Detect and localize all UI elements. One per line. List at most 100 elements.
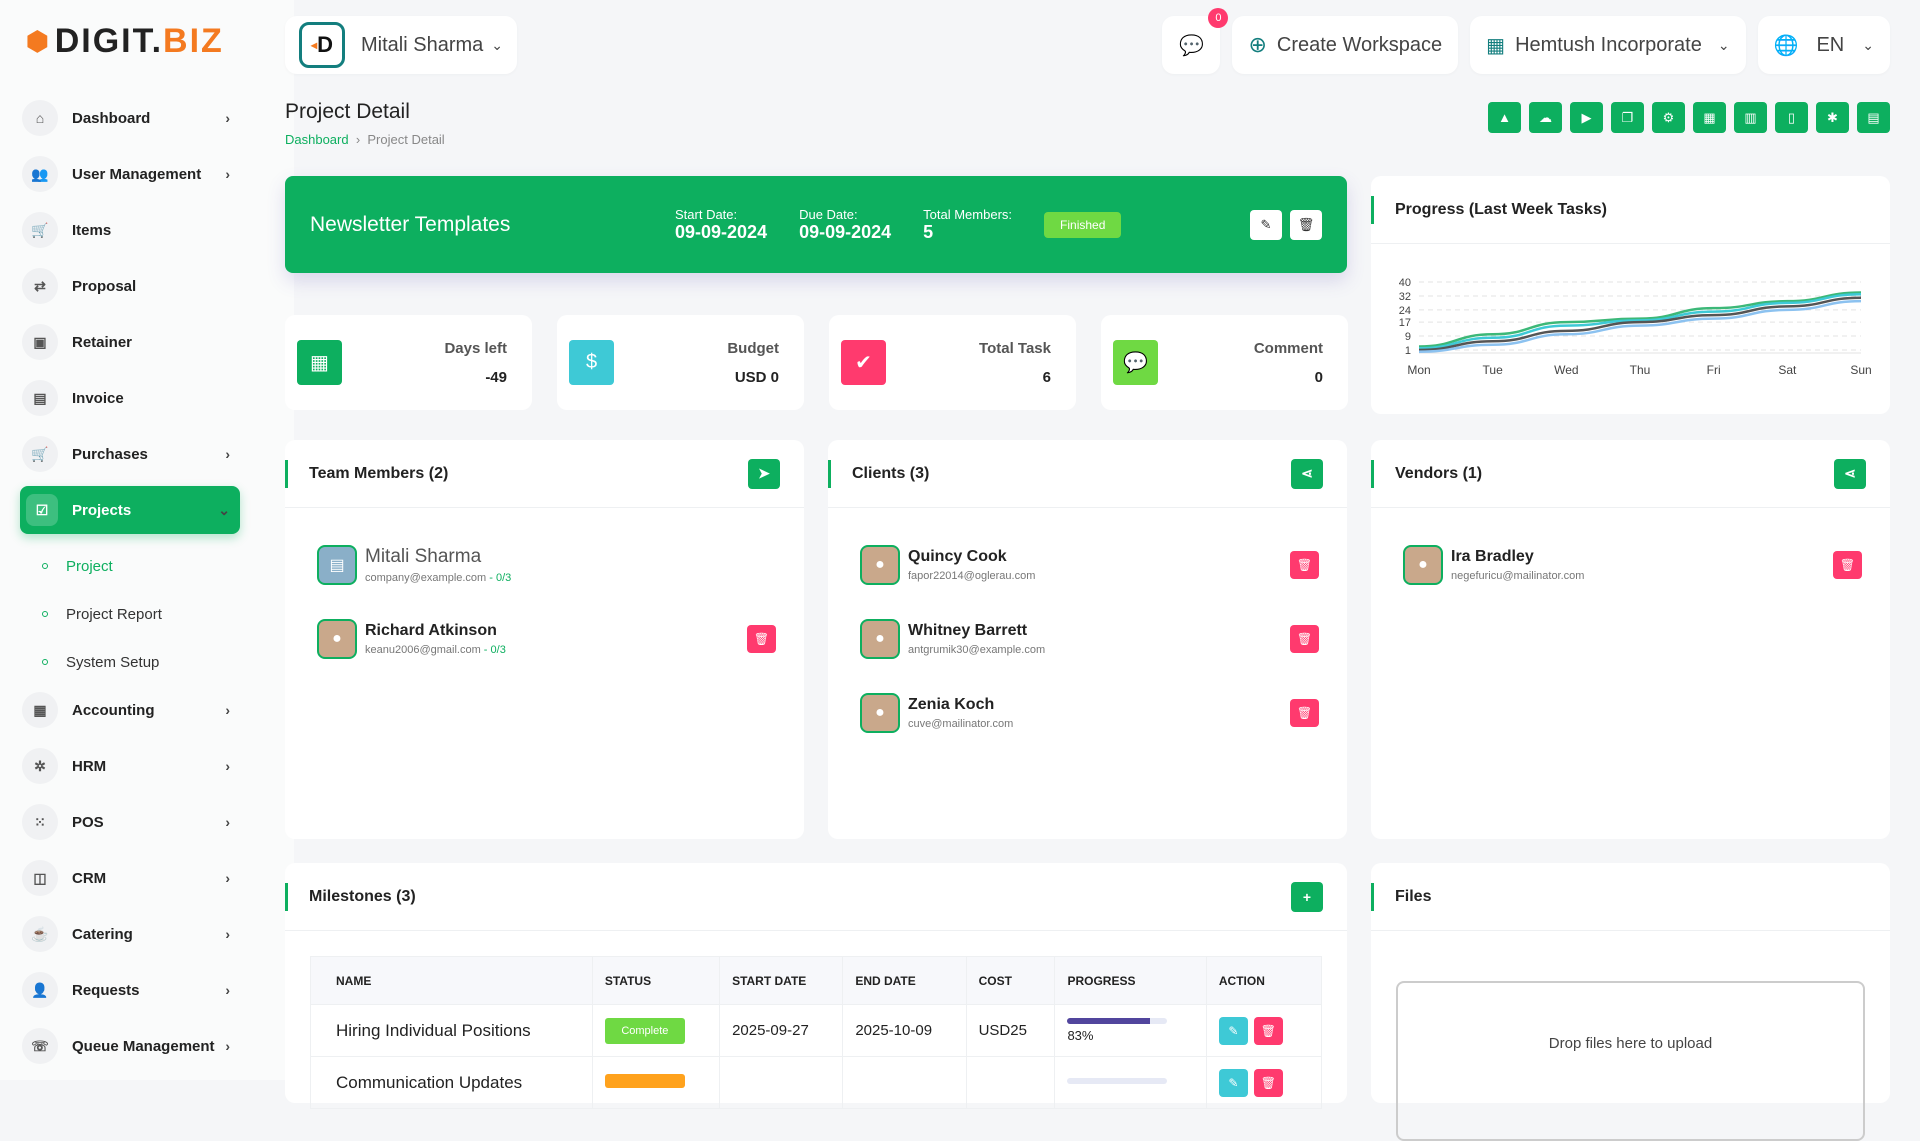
avatar: ● [860, 619, 900, 659]
x-tick-label: Fri [1707, 363, 1721, 377]
table-header: NAME STATUS START DATE END DATE COST PROGRESS… [310, 956, 1323, 1005]
onedrive-icon: ☁ [1539, 109, 1552, 125]
chevron-right-icon: › [225, 702, 230, 718]
plus-circle-icon: ⊕ [1248, 32, 1267, 57]
project-toolbar: ▲ ☁ ▶ ❐ ⚙ ▦ ▥ ▯ ✱ ▤ [1488, 102, 1890, 133]
invite-member-button[interactable]: ➤ [748, 458, 780, 489]
y-tick-label: 17 [1399, 317, 1411, 329]
sidebar-item-user-management[interactable]: 👥 User Management › [20, 150, 240, 198]
chevron-right-icon: › [225, 982, 230, 998]
sidebar-item-proposal[interactable]: ⇄ Proposal [20, 262, 240, 310]
chevron-right-icon: › [225, 814, 230, 830]
sidebar-item-items[interactable]: 🛒 Items [20, 206, 240, 254]
report-icon: ▤ [1867, 109, 1880, 125]
series-line-3 [1418, 299, 1862, 353]
column-header[interactable]: PROGRESS [1054, 956, 1207, 1005]
trash-icon: 🗑 [1296, 632, 1313, 646]
logo-mark-icon: ⬢ [26, 26, 51, 56]
delete-button[interactable]: 🗑 [747, 625, 776, 653]
file-dropzone[interactable]: Drop files here to upload [1396, 981, 1865, 1141]
copy-button[interactable]: ❐ [1611, 102, 1644, 133]
table-row[interactable]: Hiring Individual Positions Complete 2025-… [310, 1004, 1323, 1057]
sidebar-item-invoice[interactable]: ▤ Invoice [20, 374, 240, 422]
sidebar-item-accounting[interactable]: ▦ Accounting › [20, 686, 240, 734]
milestones-table: NAME STATUS START DATE END DATE COST PROGRESS… [310, 956, 1323, 1109]
sidebar-item-retainer[interactable]: ▣ Retainer [20, 318, 240, 366]
sidebar-item-projects[interactable]: ☑ Projects ⌄ [20, 486, 240, 534]
calendar-icon: ▦ [1703, 109, 1716, 125]
column-header[interactable]: ACTION [1205, 956, 1323, 1005]
sidebar-item-crm[interactable]: ◫ CRM › [20, 854, 240, 902]
messages-button[interactable]: 💬 0 [1162, 8, 1229, 74]
files-card: Files Drop files here to upload [1371, 863, 1890, 1141]
kanban-button[interactable]: ▯ [1775, 102, 1808, 133]
calendar-button[interactable]: ▦ [1693, 102, 1726, 133]
column-header[interactable]: START DATE [719, 956, 844, 1005]
delete-button[interactable]: 🗑 [1290, 551, 1319, 579]
chevron-down-icon: ⌄ [1717, 36, 1730, 53]
share-icon: ⋖ [1301, 465, 1313, 481]
column-header[interactable]: NAME [310, 956, 593, 1005]
bullet-icon [42, 611, 48, 617]
settings-button[interactable]: ⚙ [1652, 102, 1685, 133]
sidebar-item-requests[interactable]: 👤 Requests › [20, 966, 240, 1014]
proposal-icon: ⇄ [22, 268, 58, 304]
avatar: ● [1403, 545, 1443, 585]
progress-card: Progress (Last Week Tasks) 1 9 17 24 32 40 Mon… [1371, 176, 1890, 414]
column-header[interactable]: END DATE [842, 956, 967, 1005]
column-header[interactable]: STATUS [591, 956, 721, 1005]
chat-icon: 💬 [1179, 34, 1204, 57]
edit-milestone-button[interactable]: ✎ [1218, 1068, 1248, 1097]
share-vendors-button[interactable]: ⋖ [1834, 458, 1866, 489]
series-line-2 [1418, 296, 1862, 352]
sidebar-subitem-project-report[interactable]: Project Report [20, 590, 240, 638]
report-button[interactable]: ▤ [1857, 102, 1890, 133]
status-badge: Complete [604, 1017, 685, 1044]
onedrive-button[interactable]: ☁ [1529, 102, 1562, 133]
y-tick-label: 9 [1405, 331, 1411, 343]
column-header[interactable]: COST [965, 956, 1056, 1005]
workspace-switcher[interactable]: ◂ D Mitali Sharma ⌄ [285, 16, 517, 74]
logo[interactable]: ⬢ DIGIT. BIZ [26, 22, 224, 60]
sidebar-item-pos[interactable]: ⁙ POS › [20, 798, 240, 846]
video-button[interactable]: ▶ [1570, 102, 1603, 133]
status-badge [604, 1073, 685, 1088]
share-clients-button[interactable]: ⋖ [1291, 458, 1323, 489]
breadcrumb-dashboard[interactable]: Dashboard [285, 132, 349, 147]
project-name: Newsletter Templates [310, 212, 511, 236]
sidebar-nav: ⌂ Dashboard › 👥 User Management › 🛒 Items ⇄ Propo… [20, 94, 240, 1078]
chart-button[interactable]: ▥ [1734, 102, 1767, 133]
delete-milestone-button[interactable]: 🗑 [1253, 1016, 1283, 1045]
x-tick-label: Wed [1554, 363, 1578, 377]
edit-project-button[interactable]: ✎ [1250, 209, 1282, 240]
team-members-card: Team Members (2) ➤ ▤ Mitali Sharma company@… [285, 440, 804, 839]
retainer-icon: ▣ [22, 324, 58, 360]
delete-button[interactable]: 🗑 [1290, 625, 1319, 653]
bug-button[interactable]: ✱ [1816, 102, 1849, 133]
edit-milestone-button[interactable]: ✎ [1218, 1016, 1248, 1045]
sidebar-item-hrm[interactable]: ✲ HRM › [20, 742, 240, 790]
calendar-icon: ▦ [297, 340, 342, 385]
company-switcher[interactable]: ▦ Hemtush Incorporate ⌄ [1470, 16, 1746, 74]
sidebar-item-purchases[interactable]: 🛒 Purchases › [20, 430, 240, 478]
google-drive-button[interactable]: ▲ [1488, 102, 1521, 133]
delete-milestone-button[interactable]: 🗑 [1253, 1068, 1283, 1097]
table-row[interactable]: Communication Updates ✎ 🗑 [310, 1056, 1323, 1109]
delete-button[interactable]: 🗑 [1290, 699, 1319, 727]
sidebar-subitem-project[interactable]: Project [20, 542, 240, 590]
sidebar-item-dashboard[interactable]: ⌂ Dashboard › [20, 94, 240, 142]
sidebar-item-catering[interactable]: ☕ Catering › [20, 910, 240, 958]
stat-card-days-left: ▦ Days left -49 [285, 315, 532, 410]
x-tick-label: Mon [1407, 363, 1430, 377]
stat-card-total-task: ✔ Total Task 6 [829, 315, 1076, 410]
sidebar-subitem-system-setup[interactable]: System Setup [20, 638, 240, 686]
vendors-title: Vendors (1) [1395, 464, 1483, 482]
delete-button[interactable]: 🗑 [1833, 551, 1862, 579]
language-switcher[interactable]: 🌐 EN ⌄ [1757, 16, 1890, 74]
list-item: ● Richard Atkinson keanu2006@gmail.com - 0… [285, 602, 804, 676]
delete-project-button[interactable]: 🗑 [1290, 209, 1322, 240]
sidebar-item-queue-management[interactable]: ☏ Queue Management › [20, 1022, 240, 1070]
create-workspace-button[interactable]: ⊕ Create Workspace [1232, 16, 1459, 74]
add-milestone-button[interactable]: + [1291, 881, 1323, 912]
x-tick-label: Sun [1850, 363, 1871, 377]
